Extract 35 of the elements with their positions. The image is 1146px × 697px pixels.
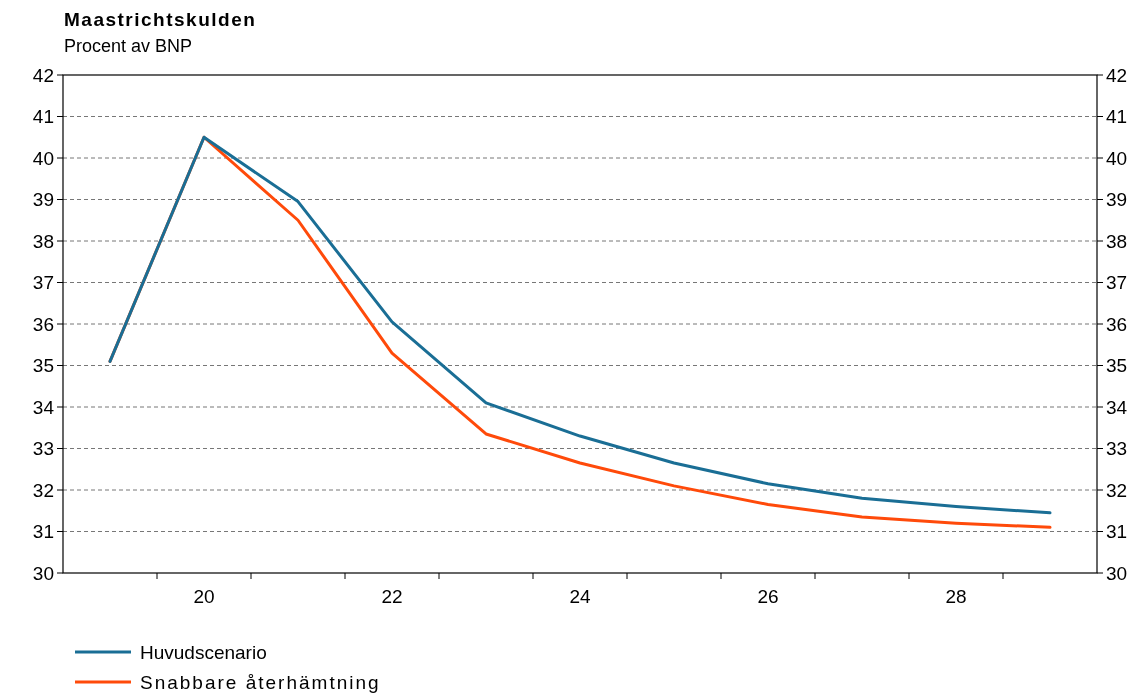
- y-tick-label: 41: [32, 106, 54, 128]
- y-tick-label: 30: [32, 562, 54, 584]
- y-tick-label: 37: [32, 272, 54, 294]
- chart-subtitle: Procent av BNP: [64, 36, 193, 56]
- y2-tick-label: 39: [1106, 189, 1128, 211]
- x-tick-label: 24: [569, 586, 591, 607]
- y2-tick-label: 36: [1106, 313, 1128, 335]
- y-tick-label: 36: [32, 313, 54, 335]
- chart-title: Maastrichtskulden: [64, 9, 257, 30]
- y2-tick-label: 38: [1106, 230, 1128, 252]
- y-tick-label: 42: [32, 64, 54, 86]
- y2-tick-label: 34: [1106, 396, 1128, 418]
- y-tick-label: 39: [32, 189, 54, 211]
- y2-tick-label: 35: [1106, 355, 1128, 377]
- y2-tick-label: 42: [1106, 64, 1128, 86]
- y2-tick-label: 30: [1106, 562, 1128, 584]
- y2-tick-label: 31: [1106, 521, 1128, 543]
- y2-tick-label: 40: [1106, 147, 1128, 169]
- y2-tick-label: 33: [1106, 438, 1128, 460]
- x-tick-label: 28: [945, 586, 967, 607]
- y2-tick-label: 32: [1106, 479, 1128, 501]
- y-tick-label: 31: [32, 521, 54, 543]
- y-tick-label: 35: [32, 355, 54, 377]
- legend-label: Huvudscenario: [140, 641, 267, 663]
- y-tick-label: 33: [32, 438, 54, 460]
- y2-tick-label: 41: [1106, 106, 1128, 128]
- x-tick-label: 22: [381, 586, 403, 607]
- y-tick-label: 38: [32, 230, 54, 252]
- y-tick-label: 32: [32, 479, 54, 501]
- y-tick-label: 34: [32, 396, 55, 418]
- y2-tick-label: 37: [1106, 272, 1128, 294]
- x-tick-label: 26: [757, 586, 779, 607]
- y-tick-label: 40: [32, 147, 54, 169]
- legend-label: Snabbare återhämtning: [140, 671, 381, 693]
- x-tick-label: 20: [193, 586, 215, 607]
